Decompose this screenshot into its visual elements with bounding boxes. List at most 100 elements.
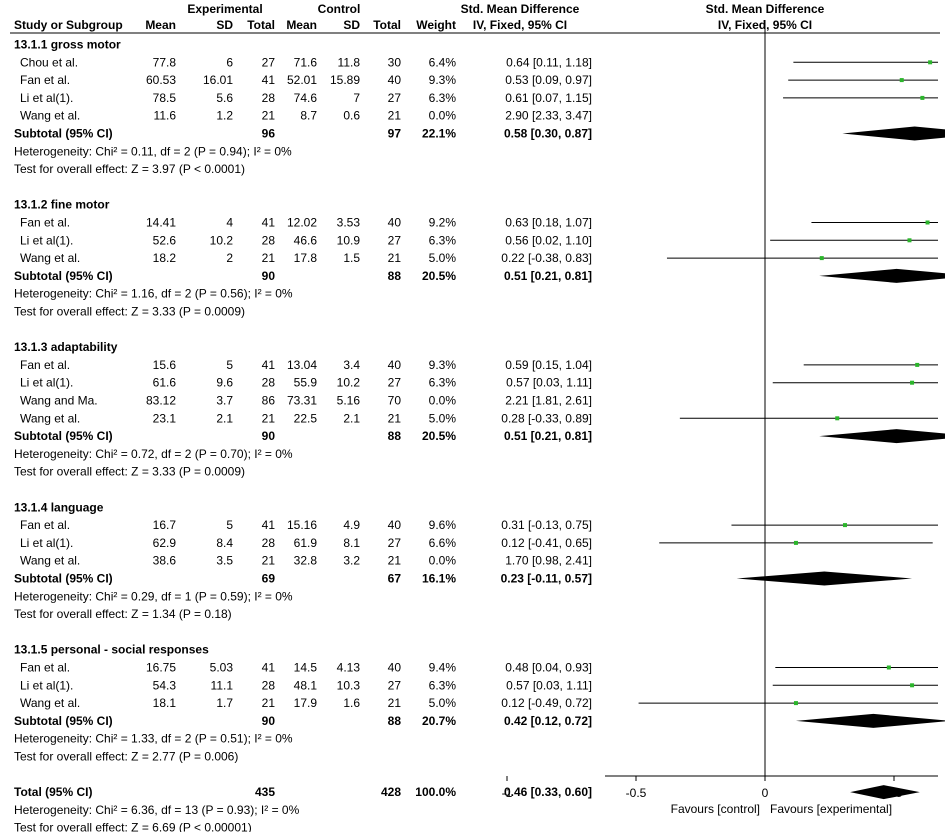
study-sd-e: 4 xyxy=(226,216,233,230)
study-sd-e: 6 xyxy=(226,55,233,69)
study-sd-e: 2.1 xyxy=(216,411,233,425)
study-name: Li et al(1). xyxy=(20,678,73,692)
study-n-c: 40 xyxy=(388,73,402,87)
study-sd-e: 5.6 xyxy=(216,91,233,105)
footer-overall-effect: Test for overall effect: Z = 6.69 (P < 0… xyxy=(14,821,252,832)
study-mean-c: 74.6 xyxy=(294,91,318,105)
study-weight: 0.0% xyxy=(429,109,457,123)
study-name: Li et al(1). xyxy=(20,233,73,247)
header-experimental: Experimental xyxy=(187,2,262,16)
point-estimate xyxy=(793,540,798,545)
study-name: Wang et al. xyxy=(20,696,80,710)
study-name: Li et al(1). xyxy=(20,91,73,105)
point-estimate xyxy=(819,256,824,261)
study-mean-e: 38.6 xyxy=(153,554,177,568)
study-n-e: 21 xyxy=(262,696,276,710)
study-n-c: 21 xyxy=(388,696,402,710)
study-sd-e: 5.03 xyxy=(210,661,234,675)
study-weight: 5.0% xyxy=(429,411,457,425)
study-weight: 6.3% xyxy=(429,376,457,390)
study-n-c: 40 xyxy=(388,661,402,675)
study-weight: 6.3% xyxy=(429,678,457,692)
study-n-e: 21 xyxy=(262,554,276,568)
header-sd-e: SD xyxy=(216,18,233,32)
study-sd-e: 5 xyxy=(226,358,233,372)
study-n-c: 27 xyxy=(388,233,402,247)
study-ci: 1.70 [0.98, 2.41] xyxy=(505,554,592,568)
subtotal-ci: 0.51 [0.21, 0.81] xyxy=(504,429,592,443)
study-n-c: 21 xyxy=(388,554,402,568)
study-n-e: 28 xyxy=(262,536,276,550)
point-estimate xyxy=(928,60,933,65)
study-n-c: 27 xyxy=(388,678,402,692)
point-estimate xyxy=(920,95,925,100)
study-n-c: 27 xyxy=(388,91,402,105)
subtotal-label: Subtotal (95% CI) xyxy=(14,429,113,443)
subtotal-n-c: 88 xyxy=(388,714,402,728)
header-method: IV, Fixed, 95% CI xyxy=(473,18,567,32)
point-estimate xyxy=(910,683,915,688)
study-mean-e: 83.12 xyxy=(146,394,176,408)
heterogeneity-text: Heterogeneity: Chi² = 0.72, df = 2 (P = … xyxy=(14,447,293,461)
study-sd-c: 10.3 xyxy=(337,678,361,692)
point-estimate xyxy=(910,380,915,385)
subtotal-diamond xyxy=(842,126,945,141)
subgroup-title: 13.1.2 fine motor xyxy=(14,198,110,212)
overall-effect-text: Test for overall effect: Z = 3.33 (P = 0… xyxy=(14,465,245,479)
study-mean-e: 54.3 xyxy=(153,678,177,692)
subgroup-title: 13.1.4 language xyxy=(14,500,104,514)
header-control: Control xyxy=(318,2,361,16)
header-smd: Std. Mean Difference xyxy=(461,2,580,16)
study-weight: 9.3% xyxy=(429,358,457,372)
study-sd-e: 1.2 xyxy=(216,109,233,123)
subgroup-title: 13.1.3 adaptability xyxy=(14,340,118,354)
study-mean-c: 12.02 xyxy=(287,216,317,230)
x-tick-label: 0.5 xyxy=(886,786,903,800)
study-mean-c: 32.8 xyxy=(294,554,318,568)
study-ci: 0.28 [-0.33, 0.89] xyxy=(501,411,592,425)
point-estimate xyxy=(842,523,847,528)
total-ci: 0.46 [0.33, 0.60] xyxy=(504,785,592,799)
study-mean-e: 52.6 xyxy=(153,233,177,247)
subgroup-title: 13.1.1 gross motor xyxy=(14,38,121,52)
header-plot-title: Std. Mean Difference xyxy=(706,2,825,16)
subtotal-weight: 20.5% xyxy=(422,269,456,283)
subtotal-weight: 16.1% xyxy=(422,572,456,586)
study-name: Fan et al. xyxy=(20,518,70,532)
study-mean-e: 61.6 xyxy=(153,376,177,390)
subtotal-diamond xyxy=(819,268,945,283)
study-sd-c: 8.1 xyxy=(343,536,360,550)
total-n-c: 428 xyxy=(381,785,401,799)
overall-effect-text: Test for overall effect: Z = 3.97 (P < 0… xyxy=(14,162,245,176)
study-mean-e: 11.6 xyxy=(154,109,177,123)
point-estimate xyxy=(899,78,904,83)
subtotal-n-c: 88 xyxy=(388,429,402,443)
study-n-c: 40 xyxy=(388,518,402,532)
study-name: Wang et al. xyxy=(20,554,80,568)
study-sd-e: 9.6 xyxy=(216,376,233,390)
study-sd-c: 3.4 xyxy=(343,358,360,372)
subtotal-weight: 22.1% xyxy=(422,127,456,141)
study-name: Li et al(1). xyxy=(20,376,73,390)
total-weight: 100.0% xyxy=(415,785,456,799)
study-weight: 6.3% xyxy=(429,233,457,247)
study-n-e: 21 xyxy=(262,109,276,123)
study-mean-c: 8.7 xyxy=(300,109,317,123)
study-name: Fan et al. xyxy=(20,73,70,87)
total-label: Total (95% CI) xyxy=(14,785,92,799)
study-n-e: 28 xyxy=(262,376,276,390)
subgroup-title: 13.1.5 personal - social responses xyxy=(14,643,209,657)
study-weight: 6.6% xyxy=(429,536,457,550)
subtotal-weight: 20.7% xyxy=(422,714,456,728)
study-n-e: 41 xyxy=(262,661,276,675)
study-sd-e: 2 xyxy=(226,251,233,265)
study-ci: 0.64 [0.11, 1.18] xyxy=(506,55,592,69)
study-name: Wang et al. xyxy=(20,411,80,425)
study-sd-c: 3.53 xyxy=(337,216,361,230)
point-estimate xyxy=(907,238,912,243)
point-estimate xyxy=(835,416,840,421)
study-n-c: 70 xyxy=(388,394,402,408)
point-estimate xyxy=(925,220,930,225)
study-mean-c: 17.8 xyxy=(294,251,318,265)
overall-effect-text: Test for overall effect: Z = 3.33 (P = 0… xyxy=(14,305,245,319)
